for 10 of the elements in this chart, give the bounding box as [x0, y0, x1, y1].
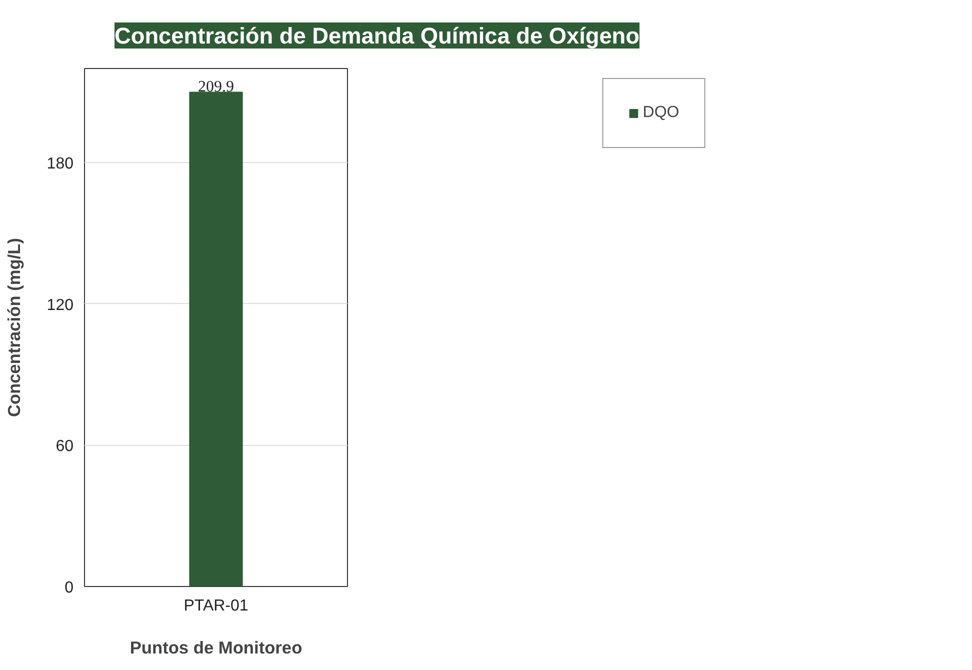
y-tick-label: 0 [64, 580, 74, 596]
chart-title: Concentración de Demanda Química de Oxígeno [114, 22, 640, 48]
x-tick-label: PTAR-01 [184, 598, 248, 614]
y-tick-label: 180 [46, 156, 74, 173]
data-label: 209.9 [198, 78, 234, 96]
y-tick-label: 60 [56, 438, 74, 456]
x-axis-title: Puntos de Monitoreo [130, 638, 302, 658]
y-tick-label: 120 [46, 296, 74, 314]
legend-label: DQO [642, 104, 680, 122]
y-axis-title: Concentración (mg/L) [4, 238, 24, 418]
